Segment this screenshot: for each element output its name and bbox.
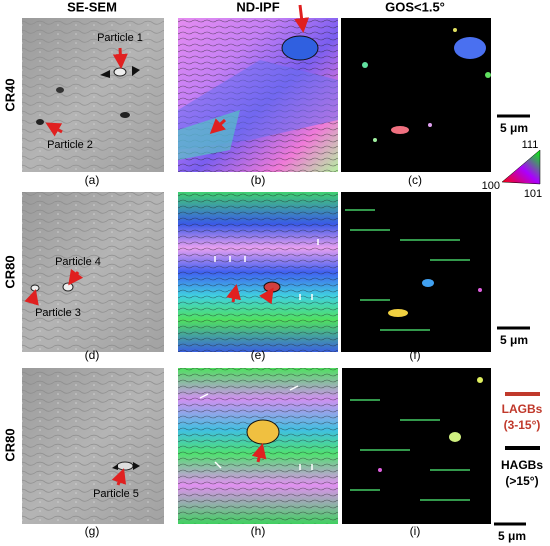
legend-label: LAGBs xyxy=(502,402,543,416)
panel-label: (i) xyxy=(410,524,421,538)
panel-label: (b) xyxy=(251,173,266,187)
legend-label: HAGBs xyxy=(501,458,543,472)
panel-label: (e) xyxy=(251,348,266,362)
panel-label: (h) xyxy=(251,524,266,538)
scale-bar-label: 5 μm xyxy=(500,121,528,135)
row-label: CR80 xyxy=(2,428,17,461)
column-header: ND-IPF xyxy=(236,0,279,14)
ipf-panel xyxy=(178,368,338,524)
gos-panel xyxy=(342,368,491,524)
sem-panel xyxy=(22,18,164,172)
panel-label: (c) xyxy=(408,173,422,187)
particle-label: Particle 3 xyxy=(35,307,81,319)
ipf-triangle xyxy=(501,149,541,185)
particle-label: Particle 5 xyxy=(93,488,139,500)
gos-panel xyxy=(341,18,491,172)
panel-label: (f) xyxy=(409,348,420,362)
panel-label: (d) xyxy=(85,348,100,362)
legend-label: (>15°) xyxy=(505,474,538,488)
column-header: SE-SEM xyxy=(67,0,117,14)
ipf-label: 100 xyxy=(482,180,500,192)
sem-panel xyxy=(22,192,164,352)
ipf-label: 111 xyxy=(522,139,539,151)
ipf-panel xyxy=(178,192,338,352)
row-label: CR40 xyxy=(2,78,17,111)
gos-panel xyxy=(341,192,491,352)
panel-label: (a) xyxy=(85,173,100,187)
particle-label: Particle 1 xyxy=(97,32,143,44)
sem-panel xyxy=(22,368,164,524)
legend-label: (3-15°) xyxy=(504,418,541,432)
scale-bar-label: 5 μm xyxy=(498,529,526,543)
ipf-panel xyxy=(178,4,338,172)
scale-bar-label: 5 μm xyxy=(500,333,528,347)
particle-label: Particle 2 xyxy=(47,139,93,151)
panel-label: (g) xyxy=(85,524,100,538)
column-header: GOS<1.5° xyxy=(385,0,445,14)
particle-label: Particle 4 xyxy=(55,256,101,268)
ipf-label: 101 xyxy=(524,188,542,200)
row-label: CR80 xyxy=(2,255,17,288)
